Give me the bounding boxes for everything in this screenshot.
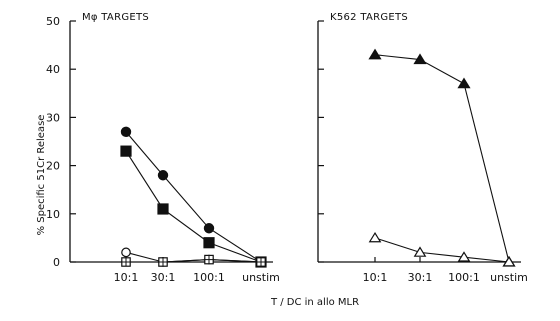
marker-open-triangle (457, 251, 471, 262)
x-tick-label-mphi: 100:1 (193, 271, 225, 284)
marker-open-circle (121, 247, 131, 258)
marker-filled-triangle (413, 53, 427, 65)
y-tick-label: 40 (46, 63, 60, 76)
marker-open-triangle (368, 231, 382, 243)
x-tick-label-k562: unstim (490, 271, 528, 284)
marker-open-triangle (502, 256, 516, 267)
series-line-mphi-filled-circle (125, 131, 262, 263)
x-tick-label-mphi: unstim (242, 271, 280, 284)
panel-title-mphi: Mφ TARGETS (82, 12, 149, 23)
y-tick-label: 20 (46, 160, 60, 173)
marker-filled-square (203, 237, 215, 249)
marker-filled-square (157, 203, 169, 215)
series-line-k562-open-triangle (374, 237, 510, 263)
y-tick-label: 10 (46, 208, 60, 221)
marker-filled-triangle (457, 77, 471, 89)
x-axis-label: T / DC in allo MLR (270, 297, 359, 308)
x-tick-label-mphi: 30:1 (151, 271, 176, 284)
y-tick-label: 50 (46, 15, 60, 28)
series-line-k562-filled-triangle (374, 54, 510, 263)
marker-filled-circle (120, 126, 132, 138)
y-axis-label: % Specific 51Cr Release (36, 115, 47, 236)
marker-filled-circle (157, 170, 169, 181)
x-tick-label-k562: 100:1 (448, 271, 480, 284)
panel-title-k562: K562 TARGETS (330, 12, 408, 23)
panel-k562-targets: 10:1 30:1 100:1 unstim K562 TARGETS (317, 12, 528, 284)
marker-filled-triangle (368, 48, 382, 60)
series-line-mphi-open-square (126, 259, 262, 263)
marker-filled-circle (203, 223, 215, 234)
series-line-mphi-filled-square (125, 150, 262, 263)
marker-open-triangle (413, 246, 427, 257)
panel-mphi-targets: 0 10 20 30 40 50 10:1 30:1 100:1 unstim Mφ TARGETS (46, 12, 280, 284)
x-tick-label-k562: 10:1 (363, 271, 388, 284)
y-tick-label: 30 (46, 111, 60, 124)
y-tick-label: 0 (53, 256, 60, 269)
x-tick-label-k562: 30:1 (408, 271, 433, 284)
x-tick-label-mphi: 10:1 (114, 271, 139, 284)
marker-filled-square (120, 145, 132, 157)
